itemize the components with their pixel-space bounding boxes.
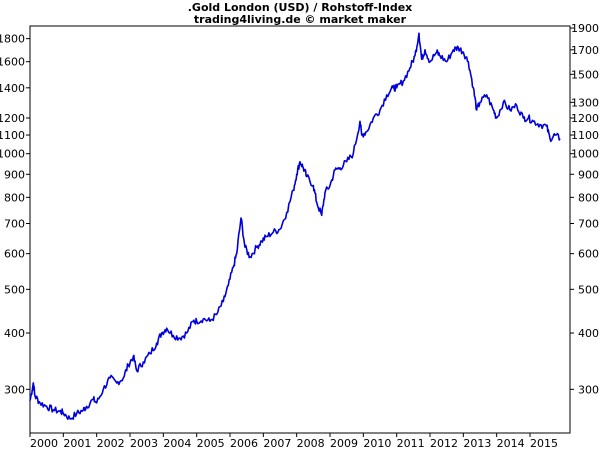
y-tick-label-right: 1200 <box>571 112 599 125</box>
y-tick-label-left: 800 <box>4 191 25 204</box>
y-tick-label-right: 900 <box>578 168 599 181</box>
x-tick-label: 2008 <box>297 437 325 450</box>
x-tick-label: 2015 <box>530 437 558 450</box>
y-tick-label-right: 1100 <box>571 129 599 142</box>
y-tick-label-left: 1100 <box>0 129 25 142</box>
y-tick-label-left: 400 <box>4 327 25 340</box>
x-tick-label: 2010 <box>363 437 391 450</box>
y-tick-label-right: 600 <box>578 248 599 261</box>
x-tick-label: 2012 <box>430 437 458 450</box>
x-tick-label: 2013 <box>463 437 491 450</box>
x-tick-label: 2003 <box>130 437 158 450</box>
y-tick-label-left: 1200 <box>0 112 25 125</box>
x-axis: 2000 2001 2002 2003 2004 2005 2006 2007 2008 2009… <box>29 433 558 450</box>
y-tick-label-left: 1800 <box>0 33 25 46</box>
y-tick-label-left: 1600 <box>0 56 25 69</box>
y-tick-label-left: 900 <box>4 168 25 181</box>
plot-frame <box>29 25 571 434</box>
y-tick-label-left: 600 <box>4 248 25 261</box>
x-tick-label: 2000 <box>30 437 58 450</box>
y-tick-label-left: 500 <box>4 283 25 296</box>
y-tick-label-left: 700 <box>4 217 25 230</box>
x-tick-label: 2004 <box>163 437 191 450</box>
y-tick-label-right: 1500 <box>571 68 599 81</box>
y-tick-label-right: 1900 <box>571 22 599 35</box>
x-tick-label: 2011 <box>397 437 425 450</box>
series-line <box>29 32 561 420</box>
y-tick-label-right: 500 <box>578 283 599 296</box>
y-tick-label-right: 700 <box>578 217 599 230</box>
y-tick-label-right: 800 <box>578 191 599 204</box>
y-tick-label-left: 1000 <box>0 148 25 161</box>
y-axis-right: 300 400 500 600 700 800 900 1000 1100 1200 1300 150… <box>570 22 599 396</box>
y-tick-label-right: 1300 <box>571 96 599 109</box>
chart-subtitle: trading4living.de © market maker <box>194 13 407 26</box>
x-tick-label: 2007 <box>263 437 291 450</box>
y-axis-left: 300 400 500 600 700 800 900 1000 1100 1200 1400 160… <box>0 33 30 396</box>
x-tick-label: 2009 <box>330 437 358 450</box>
y-tick-label-left: 1400 <box>0 82 25 95</box>
series-group <box>29 32 561 420</box>
x-tick-label: 2001 <box>63 437 91 450</box>
x-tick-label: 2014 <box>497 437 525 450</box>
y-tick-label-right: 300 <box>578 383 599 396</box>
x-tick-label: 2006 <box>230 437 258 450</box>
x-tick-label: 2002 <box>97 437 125 450</box>
x-tick-label: 2005 <box>197 437 225 450</box>
chart-title: .Gold London (USD) / Rohstoff-Index <box>188 1 413 14</box>
y-tick-label-right: 1700 <box>571 44 599 57</box>
y-tick-label-right: 400 <box>578 327 599 340</box>
y-tick-label-left: 300 <box>4 383 25 396</box>
y-tick-label-right: 1000 <box>571 148 599 161</box>
